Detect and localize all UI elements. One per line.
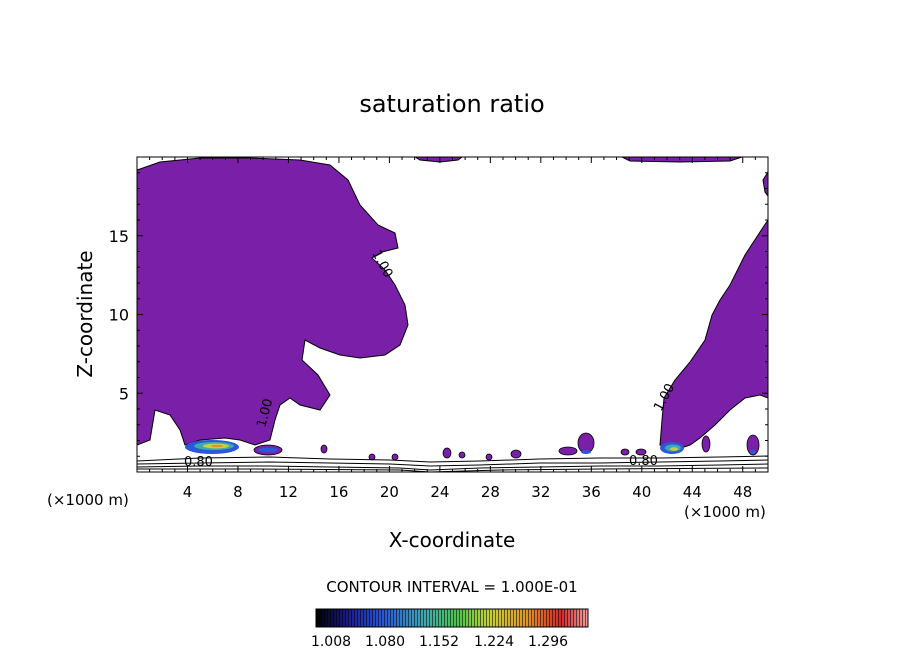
colorbar-tick-label: 1.296	[528, 634, 568, 650]
contour-label: 0.80	[629, 454, 658, 469]
surface-blob	[558, 446, 578, 456]
colorbar-ticks: 1.008 1.080 1.152 1.224 1.296	[311, 634, 568, 650]
colorbar-tick-label: 1.152	[419, 634, 459, 650]
surface-blob	[746, 434, 760, 456]
high-saturation-core	[670, 447, 678, 451]
contour-label: 0.80	[184, 455, 213, 470]
x-tick-label: 44	[683, 483, 702, 501]
surface-blob	[458, 451, 466, 459]
high-saturation-core	[750, 450, 756, 454]
colorbar-divisions	[316, 609, 588, 627]
x-tick-label: 48	[733, 483, 752, 501]
colorbar-tick-label: 1.224	[474, 634, 514, 650]
surface-blob	[442, 447, 452, 459]
high-saturation-core	[581, 450, 591, 454]
x-tick-label: 28	[481, 483, 500, 501]
x-tick-label: 20	[380, 483, 399, 501]
x-tick-label: 8	[233, 483, 243, 501]
x-tick-label: 16	[329, 483, 348, 501]
x-tick-label: 4	[183, 483, 193, 501]
surface-blob	[391, 453, 399, 461]
y-tick-label: 15	[109, 227, 129, 246]
x-unit-left: (×1000 m)	[47, 491, 129, 509]
high-saturation-core	[258, 447, 278, 453]
surface-blob	[485, 453, 493, 461]
x-axis-ticks: 4 8 12 16 20 24 28 32 36 40 44 48	[149, 157, 756, 501]
contour-line	[137, 463, 768, 471]
top-right-blob	[621, 157, 743, 163]
high-saturation-core	[211, 444, 223, 448]
x-tick-label: 40	[632, 483, 651, 501]
x-tick-label: 12	[279, 483, 298, 501]
surface-blob	[701, 435, 711, 453]
surface-blob	[635, 448, 647, 456]
top-left-blob	[414, 157, 463, 163]
saturated-regions	[137, 157, 768, 472]
contour-line	[137, 459, 768, 467]
surface-blob	[620, 448, 630, 456]
x-tick-label: 32	[531, 483, 550, 501]
colorbar-tick-label: 1.008	[311, 634, 351, 650]
contour-interval-text: CONTOUR INTERVAL = 1.000E-01	[326, 578, 577, 596]
x-tick-label: 24	[430, 483, 449, 501]
surface-blob	[510, 449, 522, 459]
surface-blob	[320, 444, 328, 454]
left-saturated-region	[137, 157, 409, 446]
right-edge-blob	[762, 171, 768, 197]
surface-blob	[368, 453, 376, 461]
y-axis-ticks: 5 10 15	[109, 172, 768, 457]
contour-line	[137, 467, 768, 472]
y-tick-label: 5	[119, 384, 129, 403]
x-axis-label: X-coordinate	[389, 528, 516, 552]
chart-title: saturation ratio	[359, 90, 544, 118]
contour-label: 1.00	[254, 397, 276, 429]
contour-line	[137, 455, 768, 463]
right-saturated-region	[659, 219, 768, 451]
x-unit-right: (×1000 m)	[684, 503, 766, 521]
y-tick-label: 10	[109, 306, 129, 325]
x-tick-label: 36	[582, 483, 601, 501]
y-axis-label: Z-coordinate	[73, 250, 97, 377]
colorbar-tick-label: 1.080	[365, 634, 405, 650]
